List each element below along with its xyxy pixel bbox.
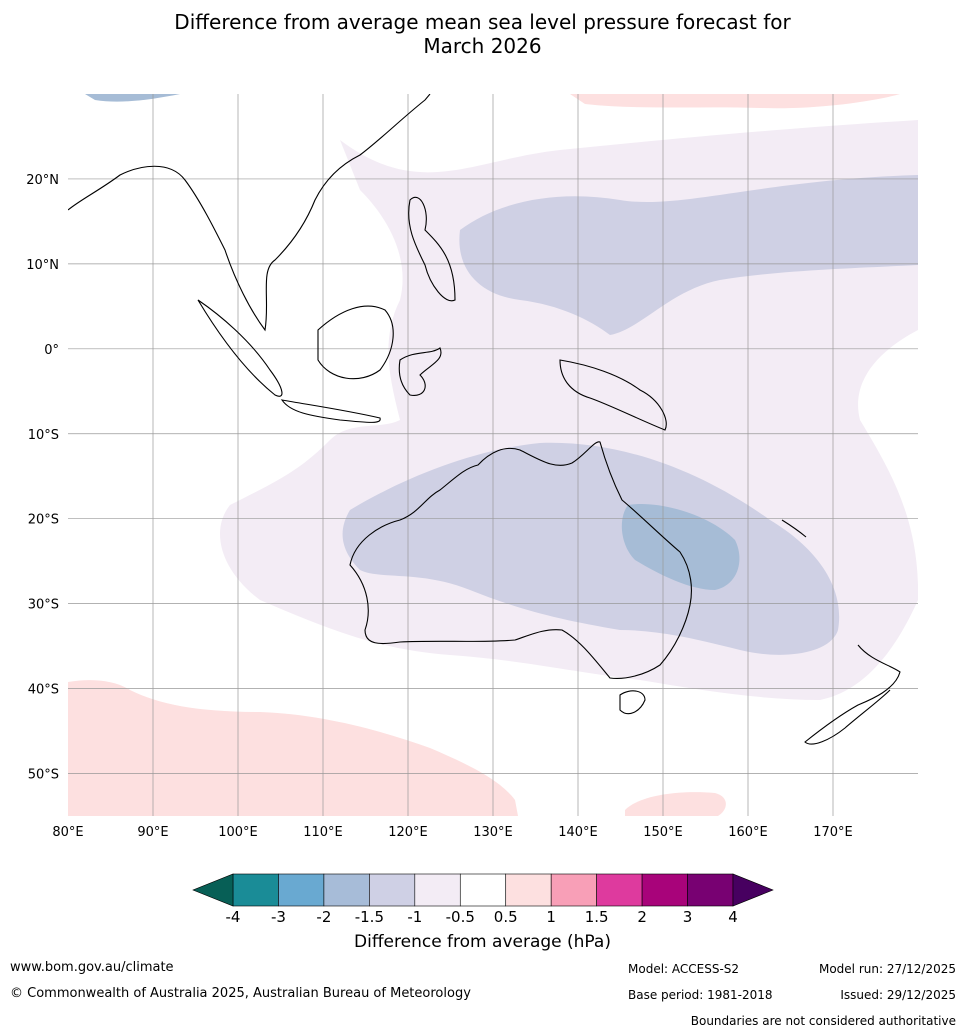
sumatra-coast <box>197 299 283 397</box>
colorbar-tick-label: 1.5 <box>585 908 609 926</box>
lon-tick-label: 130°E <box>473 825 513 840</box>
chart-title: Difference from average mean sea level p… <box>0 10 965 58</box>
colorbar-segment <box>278 873 325 907</box>
colorbar-label: Difference from average (hPa) <box>354 932 611 952</box>
longitude-labels: 80°E 90°E 100°E 110°E 120°E 130°E 140°E 150°E 16… <box>52 825 852 840</box>
lon-tick-label: 120°E <box>388 825 428 840</box>
colorbar-tick-label: 1 <box>546 908 556 926</box>
colorbar-segment <box>414 873 461 907</box>
graticule <box>68 94 918 816</box>
region-pos05-north <box>570 94 900 109</box>
colorbar-tick-label: -4 <box>226 908 241 926</box>
region-neg1-aus <box>342 442 840 655</box>
colorbar-segment <box>641 873 688 907</box>
colorbar-segment <box>323 873 370 907</box>
title-line-2: March 2026 <box>423 34 542 58</box>
copyright-text: © Commonwealth of Australia 2025, Austra… <box>10 986 471 1001</box>
colorbar-tick-label: -1.5 <box>355 908 384 926</box>
region-neg1-north <box>459 175 918 335</box>
colorbar-tick-label: 4 <box>728 908 738 926</box>
colorbar-segment <box>550 873 597 907</box>
new-zealand-coast <box>804 644 901 745</box>
base-period-text: Base period: 1981-2018 <box>628 988 773 1002</box>
colorbar-segment <box>459 873 507 907</box>
disclaimer-text: Boundaries are not considered authoritat… <box>690 1014 956 1028</box>
lat-tick-label: 10°S <box>28 428 59 443</box>
model-text: Model: ACCESS-S2 <box>628 962 740 976</box>
colorbar-segment <box>369 873 416 907</box>
model-run-text: Model run: 27/12/2025 <box>818 962 956 976</box>
new-guinea-coast <box>559 359 667 431</box>
colorbar-segment <box>232 873 279 907</box>
colorbar-tick-label: 2 <box>637 908 647 926</box>
lon-tick-label: 80°E <box>52 825 83 840</box>
title-line-1: Difference from average mean sea level p… <box>174 10 791 34</box>
lon-tick-label: 110°E <box>303 825 343 840</box>
lon-tick-label: 170°E <box>813 825 853 840</box>
lat-tick-label: 20°S <box>28 513 59 528</box>
colorbar-segment <box>505 873 552 907</box>
issued-text: Issued: 29/12/2025 <box>840 988 956 1002</box>
new-caledonia-coast <box>781 519 807 538</box>
anomaly-layer <box>68 94 918 816</box>
lon-tick-label: 160°E <box>728 825 768 840</box>
latitude-labels: 20°N 10°N 0° 10°S 20°S 30°S 40°S 50°S <box>26 173 59 783</box>
java-coast <box>280 399 381 423</box>
philippines-coast <box>408 197 456 302</box>
lat-tick-label: 10°N <box>26 258 59 273</box>
lon-tick-label: 150°E <box>643 825 683 840</box>
colorbar-under-arrow <box>192 873 234 907</box>
colorbar-over-arrow <box>732 873 774 907</box>
colorbar-tick-label: -0.5 <box>446 908 475 926</box>
sulawesi-coast <box>398 347 442 396</box>
region-pos05-south <box>68 680 518 816</box>
colorbar-segment <box>687 873 734 907</box>
colorbar-tick-label: -3 <box>271 908 286 926</box>
asia-coast <box>68 94 431 332</box>
colorbar-tick-label: -1 <box>407 908 422 926</box>
tasmania-coast <box>619 690 646 715</box>
borneo-coast <box>317 305 394 380</box>
colorbar-segment <box>596 873 643 907</box>
lat-tick-label: 0° <box>44 343 59 358</box>
coastlines <box>68 94 901 745</box>
region-blue-top <box>85 94 180 102</box>
colorbar-tick-label: 3 <box>683 908 693 926</box>
lat-tick-label: 30°S <box>28 598 59 613</box>
colorbar: -4 -3 -2 -1.5 -1 -0.5 0.5 1 1.5 2 3 4 <box>192 873 774 926</box>
colorbar-tick-label: 0.5 <box>494 908 518 926</box>
website-link[interactable]: www.bom.gov.au/climate <box>10 960 174 975</box>
australia-coast <box>349 441 692 679</box>
lon-tick-label: 90°E <box>137 825 168 840</box>
lat-tick-label: 20°N <box>26 173 59 188</box>
lon-tick-label: 140°E <box>558 825 598 840</box>
lat-tick-label: 50°S <box>28 768 59 783</box>
colorbar-tick-label: -2 <box>316 908 331 926</box>
lon-tick-label: 100°E <box>218 825 258 840</box>
lat-tick-label: 40°S <box>28 683 59 698</box>
region-pos05-tasman <box>625 792 726 816</box>
